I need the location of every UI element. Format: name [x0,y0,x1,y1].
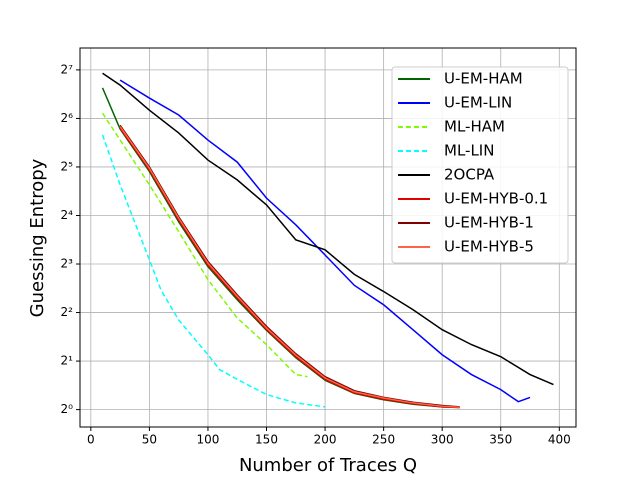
y-tick-label: 2⁰ [61,402,74,416]
series-line [119,126,460,408]
series-line [102,72,554,386]
y-axis-label: Guessing Entropy [27,158,48,317]
series-line [101,112,308,378]
legend-label: U-EM-HAM [444,70,523,88]
y-tick-label: 2² [61,305,74,319]
plot-frame [79,47,577,428]
x-tick-label: 100 [196,433,219,447]
x-tick-label: 200 [314,433,337,447]
legend-box [391,66,569,264]
legend-label: U-EM-HYB-0.1 [444,190,548,208]
x-tick-label: 350 [489,433,512,447]
legend-label: ML-HAM [444,118,505,136]
legend-label: ML-LIN [444,142,494,160]
legend-label: 2OCPA [444,166,495,184]
x-tick-label: 300 [431,433,454,447]
y-tick-label: 2⁴ [61,208,74,222]
x-tick-label: 50 [142,433,157,447]
legend-label: U-EM-LIN [444,94,512,112]
x-tick-label: 250 [372,433,395,447]
series-line [101,134,326,408]
series-line [119,79,531,403]
x-tick-label: 400 [548,433,571,447]
legend-label: U-EM-HYB-1 [444,214,534,232]
y-tick-label: 2¹ [61,354,74,368]
y-tick-label: 2⁷ [61,62,74,76]
y-tick-label: 2⁵ [61,159,74,173]
x-tick-label: 150 [255,433,278,447]
y-tick-label: 2⁶ [61,111,74,125]
legend-label: U-EM-HYB-5 [444,238,534,256]
x-tick-label: 0 [87,433,95,447]
x-axis-label: Number of Traces Q [239,455,417,476]
y-tick-label: 2³ [61,257,74,271]
